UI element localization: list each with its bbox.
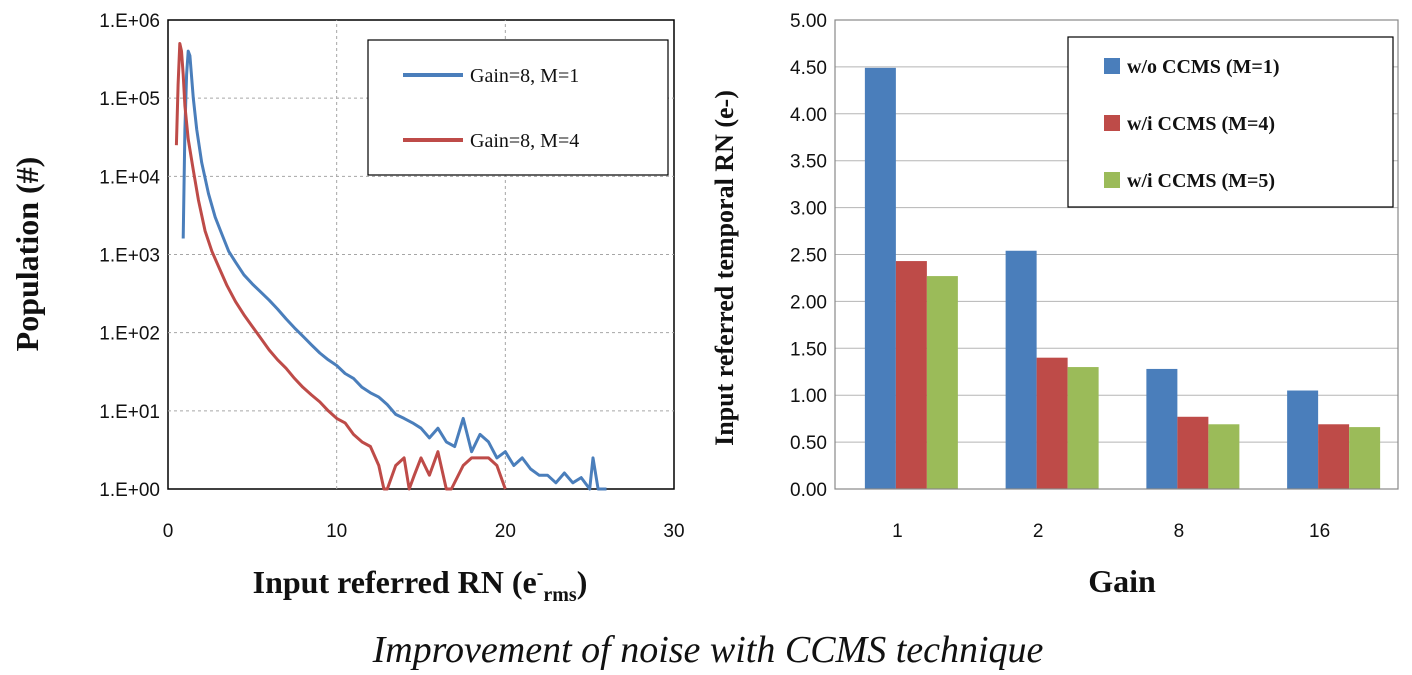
right-legend: w/o CCMS (M=1) w/i CCMS (M=4) w/i CCMS (M=… — [1067, 36, 1394, 208]
right-y-tick-label: 0.50 — [790, 433, 827, 454]
right-bar-16-1 — [1287, 390, 1319, 489]
left-legend-box — [367, 39, 669, 176]
right-bar-8-3 — [1208, 424, 1240, 489]
right-bar-8-2 — [1177, 416, 1209, 489]
left-x-tick-label: 10 — [326, 521, 347, 542]
right-y-tick-label: 0.00 — [790, 480, 827, 501]
right-x-tick-label: 2 — [1033, 521, 1044, 542]
left-y-tick-label: 1.E+05 — [99, 89, 160, 110]
left-legend-label: Gain=8, M=1 — [470, 65, 579, 87]
right-y-tick-label: 2.50 — [790, 246, 827, 267]
left-x-tick-label: 30 — [663, 521, 684, 542]
right-bar-8-1 — [1146, 368, 1178, 489]
right-legend-label: w/o CCMS (M=1) — [1127, 56, 1279, 78]
right-bar-1-1 — [864, 67, 896, 489]
right-y-tick-label: 3.50 — [790, 152, 827, 173]
right-y-tick-label: 1.50 — [790, 339, 827, 360]
left-x-ticks: 0 10 20 30 — [163, 521, 685, 542]
left-y-axis-label: Population (#) — [9, 157, 45, 352]
right-bar-chart: 0.00 0.50 1.00 1.50 2.00 2.50 3.00 3.50 4.00 4.50… — [710, 11, 1399, 599]
right-bar-1-3 — [926, 276, 958, 489]
left-x-axis-label: Input referred RN (e-rms) — [253, 562, 588, 606]
right-legend-box — [1067, 36, 1394, 208]
right-legend-label: w/i CCMS (M=4) — [1127, 113, 1275, 135]
right-y-tick-label: 2.00 — [790, 292, 827, 313]
left-x-axis-label-main: Input referred RN (e — [253, 564, 537, 600]
left-x-tick-label: 0 — [163, 521, 174, 542]
left-x-axis-label-sup: - — [537, 562, 544, 584]
right-y-tick-label: 1.00 — [790, 386, 827, 407]
right-legend-swatch — [1104, 58, 1120, 74]
right-bar-2-2 — [1036, 357, 1068, 489]
left-y-tick-label: 1.E+06 — [99, 11, 160, 32]
right-y-ticks: 0.00 0.50 1.00 1.50 2.00 2.50 3.00 3.50 4.00 4.50… — [790, 11, 827, 501]
right-bar-16-3 — [1349, 427, 1381, 489]
right-x-axis-label: Gain — [1088, 563, 1156, 599]
right-y-tick-label: 4.00 — [790, 105, 827, 126]
left-x-axis-label-end: ) — [577, 564, 588, 600]
left-series-lines — [174, 42, 607, 491]
left-y-tick-label: 1.E+03 — [99, 246, 160, 267]
left-x-tick-label: 20 — [495, 521, 516, 542]
left-legend: Gain=8, M=1 Gain=8, M=4 — [367, 39, 669, 176]
figure-caption: Improvement of noise with CCMS technique — [372, 629, 1044, 671]
right-bar-16-2 — [1318, 424, 1350, 489]
right-legend-label: w/i CCMS (M=5) — [1127, 170, 1275, 192]
right-x-tick-label: 1 — [892, 521, 903, 542]
right-bar-2-3 — [1067, 367, 1099, 489]
left-y-tick-label: 1.E+01 — [99, 402, 160, 423]
right-plot-border — [834, 19, 1399, 490]
left-series-line-1 — [181, 49, 607, 491]
left-y-tick-label: 1.E+00 — [99, 480, 160, 501]
left-legend-label: Gain=8, M=4 — [470, 130, 579, 152]
left-y-tick-label: 1.E+02 — [99, 324, 160, 345]
right-bars — [864, 67, 1381, 489]
left-y-ticks: 1.E+00 1.E+01 1.E+02 1.E+03 1.E+04 1.E+05 1.E+… — [99, 11, 160, 501]
left-line-chart: 1.E+00 1.E+01 1.E+02 1.E+03 1.E+04 1.E+05 1.E+… — [9, 11, 685, 606]
right-bar-1-2 — [895, 261, 927, 489]
left-y-tick-label: 1.E+04 — [99, 167, 160, 188]
right-bar-2-1 — [1005, 250, 1037, 489]
right-legend-swatch — [1104, 115, 1120, 131]
right-legend-swatch — [1104, 172, 1120, 188]
right-x-tick-label: 8 — [1174, 521, 1185, 542]
right-y-tick-label: 3.00 — [790, 199, 827, 220]
right-y-axis-label: Input referred temporal RN (e-) — [710, 90, 739, 446]
right-y-tick-label: 5.00 — [790, 11, 827, 32]
right-x-ticks: 1 2 8 16 — [892, 521, 1330, 542]
right-x-tick-label: 16 — [1309, 521, 1330, 542]
right-y-tick-label: 4.50 — [790, 58, 827, 79]
left-series-line-2 — [174, 42, 507, 491]
left-x-axis-label-sub: rms — [543, 584, 577, 606]
